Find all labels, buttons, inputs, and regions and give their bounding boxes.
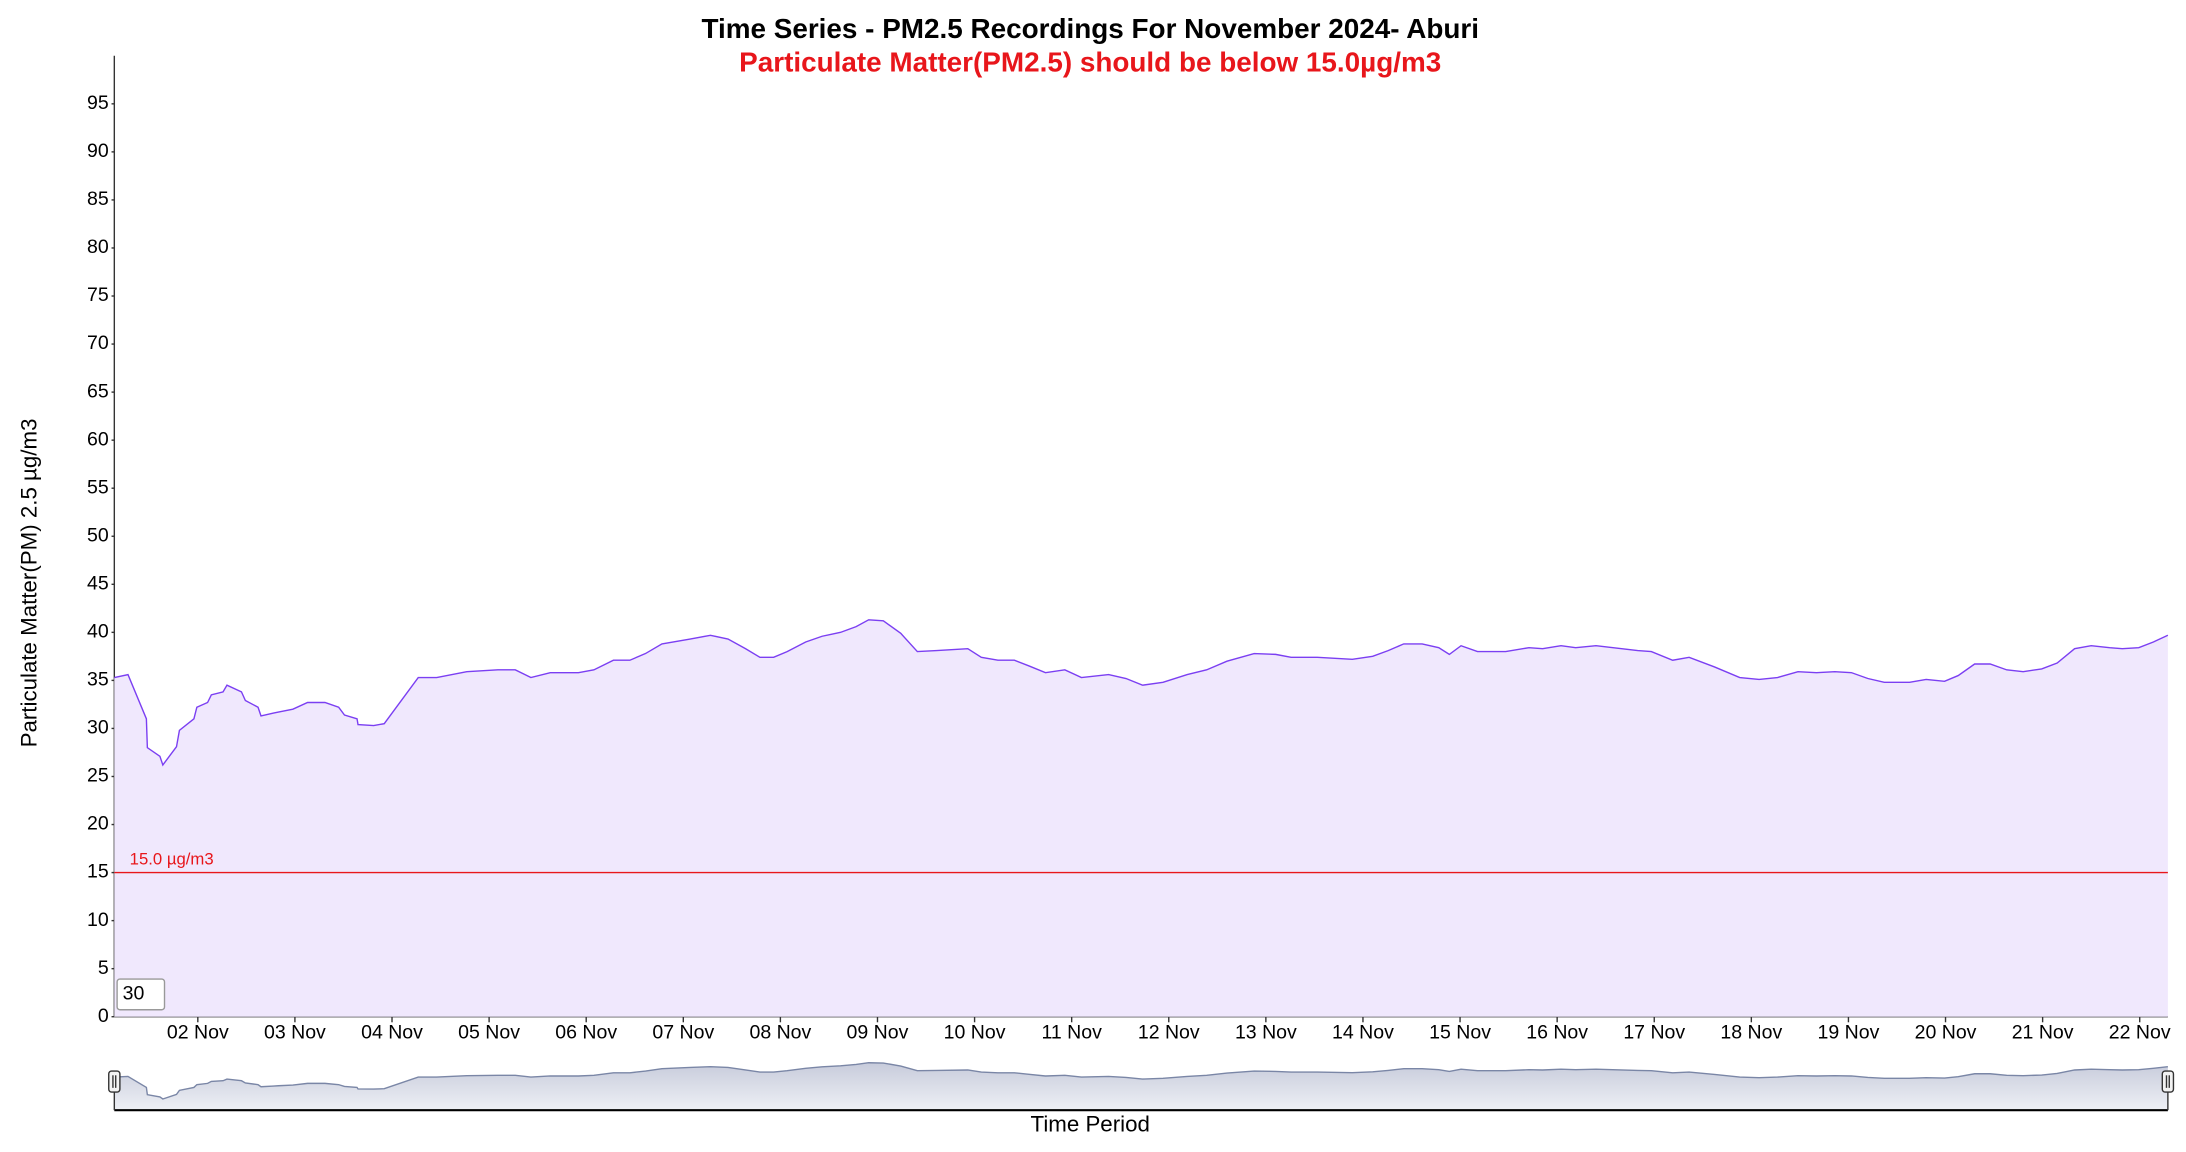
x-tick-label: 08 Nov [749, 1022, 811, 1044]
chart-subtitle: Particulate Matter(PM2.5) should be belo… [739, 47, 1441, 78]
x-axis-title: Time Period [1031, 1111, 1150, 1136]
x-tick-label: 22 Nov [2109, 1022, 2171, 1044]
y-tick-label: 65 [87, 380, 109, 402]
x-tick-label: 09 Nov [847, 1022, 909, 1044]
chart-title: Time Series - PM2.5 Recordings For Novem… [701, 13, 1479, 44]
y-tick-label: 30 [87, 717, 109, 739]
y-axis-title: Particulate Matter(PM) 2.5 µg/m3 [17, 419, 42, 748]
y-tick-label: 35 [87, 669, 109, 691]
navigator-handle[interactable] [108, 1070, 121, 1093]
y-tick-label: 25 [87, 765, 109, 787]
y-tick-label: 55 [87, 476, 109, 498]
y-tick-label: 20 [87, 813, 109, 835]
x-tick-label: 12 Nov [1138, 1022, 1200, 1044]
navigator-handle[interactable] [2161, 1070, 2175, 1093]
zoom-input-value: 30 [123, 983, 145, 1005]
y-tick-label: 60 [87, 428, 109, 450]
y-tick-label: 80 [87, 236, 109, 258]
y-tick-label: 0 [98, 1005, 109, 1027]
area-fill [114, 619, 2168, 1017]
x-tick-label: 15 Nov [1429, 1022, 1491, 1044]
x-tick-label: 06 Nov [555, 1022, 617, 1044]
x-tick-label: 21 Nov [2012, 1022, 2074, 1044]
x-tick-label: 03 Nov [264, 1022, 326, 1044]
navigator-area [114, 1062, 2168, 1111]
zoom-input [116, 978, 166, 1011]
x-tick-label: 07 Nov [652, 1022, 714, 1044]
y-tick-label: 75 [87, 284, 109, 306]
x-tick-label: 10 Nov [944, 1022, 1006, 1044]
threshold-label: 15.0 µg/m3 [130, 849, 214, 868]
y-tick-label: 70 [87, 332, 109, 354]
x-tick-label: 04 Nov [361, 1022, 423, 1044]
line [114, 619, 2169, 767]
y-tick-label: 15 [87, 861, 109, 883]
x-tick-label: 02 Nov [167, 1022, 229, 1044]
x-tick-label: 14 Nov [1332, 1022, 1394, 1044]
x-tick-label: 13 Nov [1235, 1022, 1297, 1044]
y-tick-label: 95 [87, 92, 109, 114]
x-tick-label: 17 Nov [1623, 1022, 1685, 1044]
x-tick-label: 20 Nov [1915, 1022, 1977, 1044]
x-tick-label: 19 Nov [1818, 1022, 1880, 1044]
y-tick-label: 90 [87, 140, 109, 162]
y-tick-label: 85 [87, 188, 109, 210]
x-tick-label: 18 Nov [1720, 1022, 1782, 1044]
y-tick-label: 40 [87, 620, 109, 642]
y-tick-label: 50 [87, 524, 109, 546]
y-tick-label: 45 [87, 572, 109, 594]
x-tick-label: 05 Nov [458, 1022, 520, 1044]
x-tick-label: 16 Nov [1526, 1022, 1588, 1044]
navigator-line [114, 1062, 2168, 1100]
y-tick-label: 5 [98, 957, 109, 979]
x-tick-label: 11 Nov [1041, 1022, 1102, 1044]
y-tick-label: 10 [87, 909, 109, 931]
